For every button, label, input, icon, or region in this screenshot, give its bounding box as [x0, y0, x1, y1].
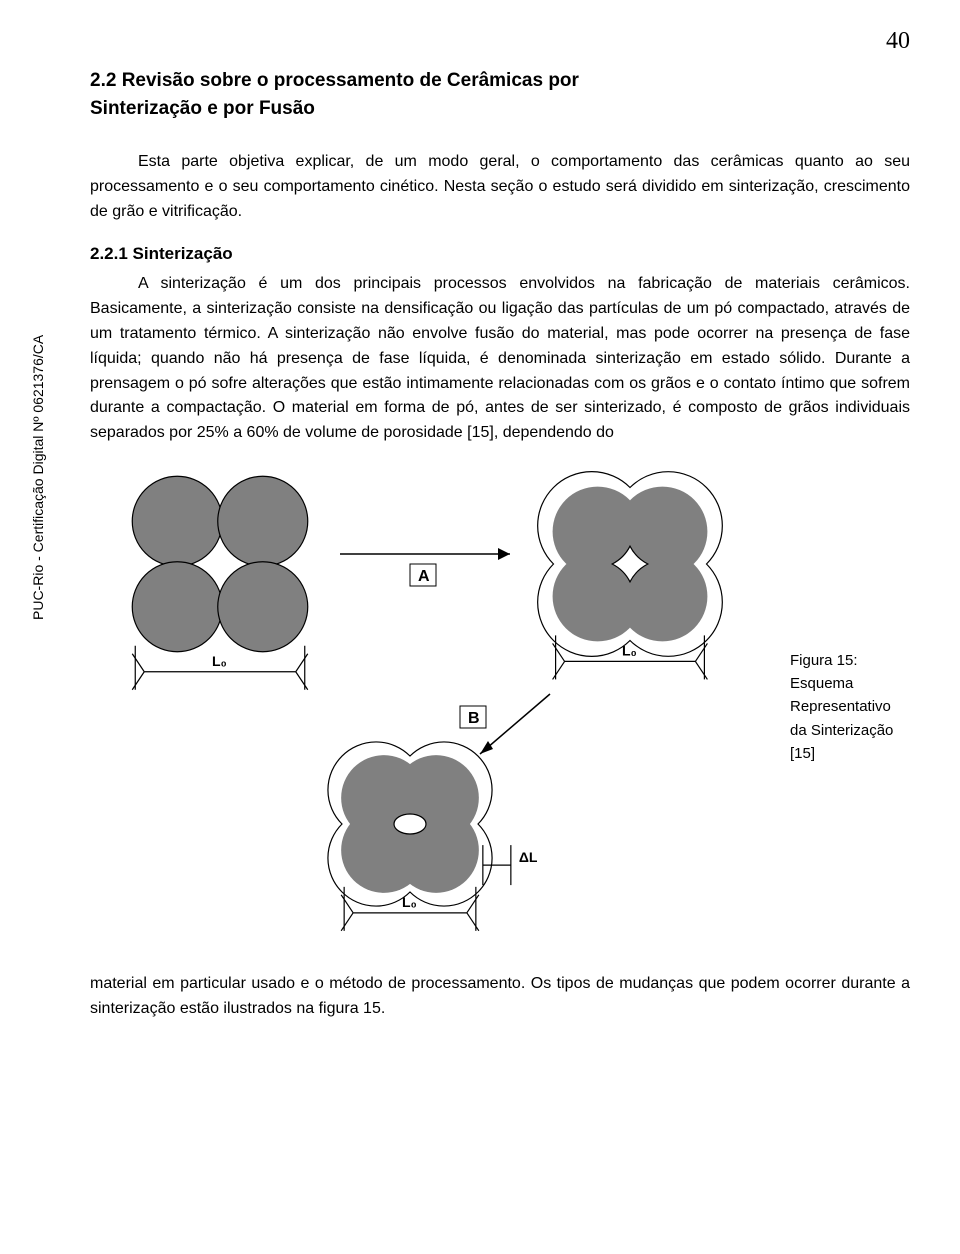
- sintering-figure: L₀ A L₀ B L₀ ΔL Figura 15: Esquema Representa…: [90, 454, 910, 964]
- main-paragraph: A sinterização é um dos principais proce…: [90, 272, 910, 446]
- subsection-heading: 2.2.1 Sinterização: [90, 244, 910, 264]
- svg-text:L₀: L₀: [622, 642, 637, 658]
- caption-line: [15]: [790, 742, 910, 765]
- svg-text:L₀: L₀: [402, 894, 417, 910]
- svg-text:B: B: [468, 710, 480, 727]
- caption-line: da Sinterização: [790, 719, 910, 742]
- vertical-certification-label: PUC-Rio - Certificação Digital Nº 062137…: [30, 335, 46, 620]
- caption-line: Esquema: [790, 672, 910, 695]
- figure-caption: Figura 15: Esquema Representativo da Sin…: [790, 649, 910, 765]
- section-heading-line1: 2.2 Revisão sobre o processamento de Cer…: [90, 70, 910, 92]
- section-heading-line2: Sinterização e por Fusão: [90, 98, 910, 120]
- svg-text:ΔL: ΔL: [519, 849, 538, 865]
- caption-line: Figura 15:: [790, 649, 910, 672]
- closing-paragraph: material em particular usado e o método …: [90, 972, 910, 1022]
- svg-text:L₀: L₀: [212, 653, 227, 669]
- sintering-diagram-svg: L₀ A L₀ B L₀ ΔL: [90, 454, 790, 964]
- page-number: 40: [886, 28, 910, 55]
- svg-text:A: A: [418, 568, 430, 585]
- caption-line: Representativo: [790, 695, 910, 718]
- intro-paragraph: Esta parte objetiva explicar, de um modo…: [90, 150, 910, 224]
